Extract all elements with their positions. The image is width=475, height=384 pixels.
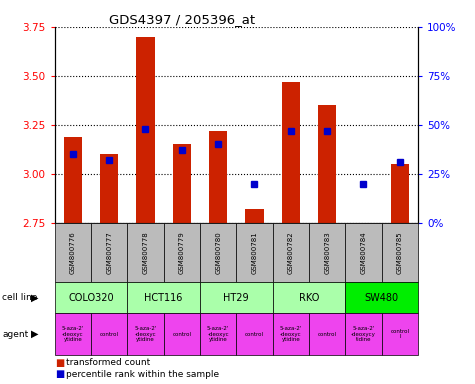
Text: control: control xyxy=(172,331,191,337)
Text: control
l: control l xyxy=(390,329,409,339)
Text: 5-aza-2'
-deoxyc
ytidine: 5-aza-2' -deoxyc ytidine xyxy=(134,326,157,343)
Text: agent: agent xyxy=(2,329,28,339)
Text: cell line: cell line xyxy=(2,293,38,302)
Text: GSM800782: GSM800782 xyxy=(288,231,294,274)
Text: percentile rank within the sample: percentile rank within the sample xyxy=(66,370,219,379)
Text: GSM800778: GSM800778 xyxy=(142,231,149,274)
Text: COLO320: COLO320 xyxy=(68,293,114,303)
Text: 5-aza-2'
-deoxyc
ytidine: 5-aza-2' -deoxyc ytidine xyxy=(207,326,229,343)
Bar xyxy=(391,164,409,223)
Text: ▶: ▶ xyxy=(31,293,38,303)
Text: GDS4397 / 205396_at: GDS4397 / 205396_at xyxy=(109,13,255,26)
Text: control: control xyxy=(318,331,337,337)
Text: 5-aza-2'
-deoxycy
tidine: 5-aza-2' -deoxycy tidine xyxy=(351,326,376,343)
Text: ■: ■ xyxy=(55,358,64,368)
Text: HT29: HT29 xyxy=(224,293,249,303)
Bar xyxy=(173,144,191,223)
Text: control: control xyxy=(245,331,264,337)
Text: transformed count: transformed count xyxy=(66,358,151,367)
Text: control: control xyxy=(100,331,119,337)
Text: GSM800777: GSM800777 xyxy=(106,231,112,274)
Bar xyxy=(209,131,227,223)
Bar xyxy=(64,137,82,223)
Text: GSM800785: GSM800785 xyxy=(397,231,403,274)
Bar xyxy=(100,154,118,223)
Text: RKO: RKO xyxy=(299,293,319,303)
Bar xyxy=(246,209,264,223)
Bar xyxy=(282,82,300,223)
Text: GSM800783: GSM800783 xyxy=(324,231,330,274)
Text: 5-aza-2'
-deoxyc
ytidine: 5-aza-2' -deoxyc ytidine xyxy=(280,326,302,343)
Text: GSM800776: GSM800776 xyxy=(70,231,76,274)
Bar xyxy=(318,105,336,223)
Text: GSM800780: GSM800780 xyxy=(215,231,221,274)
Text: 5-aza-2'
-deoxyc
ytidine: 5-aza-2' -deoxyc ytidine xyxy=(62,326,84,343)
Bar xyxy=(354,223,372,227)
Text: GSM800784: GSM800784 xyxy=(361,231,367,274)
Text: HCT116: HCT116 xyxy=(144,293,183,303)
Text: GSM800781: GSM800781 xyxy=(251,231,257,274)
Bar xyxy=(136,37,154,223)
Text: ▶: ▶ xyxy=(31,329,38,339)
Text: SW480: SW480 xyxy=(365,293,399,303)
Text: ■: ■ xyxy=(55,369,64,379)
Text: GSM800779: GSM800779 xyxy=(179,231,185,274)
